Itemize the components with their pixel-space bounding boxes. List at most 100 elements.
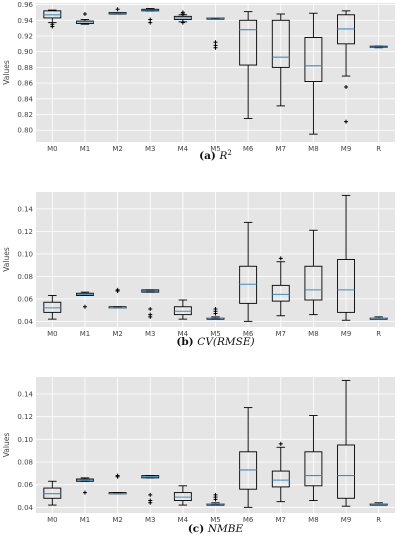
x-tick-label: M8 xyxy=(308,330,319,338)
box-M9 xyxy=(337,10,355,124)
x-tick-label: M7 xyxy=(276,145,287,153)
y-tick-label: 0.14 xyxy=(17,391,33,399)
box-body xyxy=(239,451,258,490)
y-tick-label: 0.08 xyxy=(17,273,33,281)
box-M4 xyxy=(173,299,192,320)
box-M6 xyxy=(239,11,258,119)
outlier-marker xyxy=(82,304,87,309)
box-M9 xyxy=(337,379,355,507)
outlier-marker xyxy=(180,20,185,25)
x-tick-label: M1 xyxy=(80,330,91,338)
box-M7 xyxy=(271,441,290,503)
x-tick-label: M7 xyxy=(276,330,287,338)
box-M6 xyxy=(239,221,258,322)
outlier-marker xyxy=(148,492,153,497)
outlier-marker xyxy=(50,24,55,29)
outlier-marker xyxy=(213,492,218,497)
box-M7 xyxy=(271,13,290,107)
box-M0 xyxy=(43,295,62,320)
x-tick-label: M1 xyxy=(80,145,91,153)
x-tick-label: M4 xyxy=(178,516,189,524)
outlier-marker xyxy=(148,314,153,319)
y-axis-label: Values xyxy=(2,60,11,85)
outlier-marker xyxy=(82,11,87,16)
panel-caption: (c) NMBE xyxy=(188,523,244,535)
y-tick-label: 0.82 xyxy=(17,111,33,119)
outlier-marker xyxy=(148,307,153,311)
x-tick-label: M2 xyxy=(112,145,123,153)
panel-caption: (b) CV(RMSE) xyxy=(176,336,254,348)
y-tick-label: 0.92 xyxy=(17,32,33,40)
y-tick-label: 0.10 xyxy=(17,250,33,258)
x-tick-label: M2 xyxy=(112,516,123,524)
y-tick-label: 0.14 xyxy=(17,205,33,213)
box-body xyxy=(173,492,192,501)
box-body xyxy=(271,19,290,68)
y-tick-label: 0.94 xyxy=(17,17,33,25)
x-tick-label: M5 xyxy=(210,145,221,153)
box-body xyxy=(43,301,62,313)
box-body xyxy=(43,487,62,499)
y-tick-label: 0.06 xyxy=(17,295,33,303)
box-M3 xyxy=(141,8,160,25)
y-tick-label: 0.80 xyxy=(17,127,33,135)
outlier-marker xyxy=(82,490,87,495)
y-tick-label: 0.04 xyxy=(17,318,33,326)
box-body xyxy=(304,451,323,487)
box-M1 xyxy=(76,11,94,25)
x-tick-label: M6 xyxy=(243,516,254,524)
y-tick-label: 0.96 xyxy=(17,1,33,9)
box-M9 xyxy=(337,194,355,321)
y-tick-label: 0.86 xyxy=(17,80,33,88)
outlier-marker xyxy=(213,45,218,50)
box-M8 xyxy=(304,415,323,501)
box-M5 xyxy=(206,307,225,320)
chart-panel-2: 0.04 0.06 0.08 0.10 0.12 0.14 Values M0 M1 M2 M3 M4… xyxy=(2,192,395,348)
x-tick-label: M9 xyxy=(341,330,352,338)
box-body xyxy=(271,284,290,302)
x-tick-label: M2 xyxy=(112,330,123,338)
box-M1 xyxy=(76,477,94,495)
x-tick-label: M9 xyxy=(341,516,352,524)
box-M1 xyxy=(76,291,94,309)
outlier-marker xyxy=(344,85,349,90)
outlier-marker xyxy=(344,119,349,124)
box-M2 xyxy=(108,7,127,15)
x-tick-label: M5 xyxy=(210,516,221,524)
box-body xyxy=(239,19,258,66)
outlier-marker xyxy=(115,287,120,292)
box-R xyxy=(369,502,388,506)
chart-panel-1: 0.80 0.82 0.84 0.86 0.88 0.90 0.92 0.94 0.96 Valu… xyxy=(2,1,395,162)
box-body xyxy=(337,444,355,499)
x-tick-label: M7 xyxy=(276,516,287,524)
outlier-marker xyxy=(213,307,218,311)
box-M0 xyxy=(43,9,62,29)
box-body xyxy=(304,265,323,301)
box-M2 xyxy=(108,473,127,495)
outlier-marker xyxy=(115,473,120,478)
outlier-marker xyxy=(148,500,153,505)
box-M3 xyxy=(141,289,160,319)
box-body xyxy=(304,37,323,82)
box-M5 xyxy=(206,492,225,506)
box-M8 xyxy=(304,12,323,135)
x-tick-label: M6 xyxy=(243,145,254,153)
panel-caption: (a) R2 xyxy=(199,149,232,162)
y-tick-label: 0.04 xyxy=(17,504,33,512)
chart-panel-3: 0.04 0.06 0.08 0.10 0.12 0.14 Values M0 M1 M2 M3 M4… xyxy=(2,377,395,535)
box-M4 xyxy=(173,10,192,25)
x-tick-label: M9 xyxy=(341,145,352,153)
x-tick-label: M5 xyxy=(210,330,221,338)
x-tick-label: M1 xyxy=(80,516,91,524)
x-tick-label: M3 xyxy=(145,330,156,338)
box-body xyxy=(337,259,355,313)
y-tick-label: 0.08 xyxy=(17,459,33,467)
box-body xyxy=(173,306,192,316)
x-tick-label: M0 xyxy=(47,516,58,524)
x-tick-label: M4 xyxy=(178,330,189,338)
x-tick-label: R xyxy=(376,145,381,153)
y-axis-label: Values xyxy=(2,247,11,272)
box-M3 xyxy=(141,475,160,505)
box-body xyxy=(271,470,290,488)
